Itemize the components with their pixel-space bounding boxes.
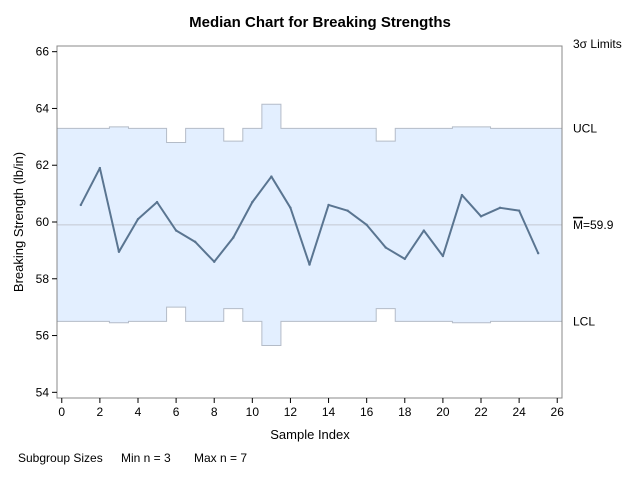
y-tick-label: 66 <box>36 45 50 59</box>
x-tick-label: 24 <box>512 405 526 419</box>
x-tick-label: 20 <box>436 405 450 419</box>
x-tick-label: 22 <box>474 405 488 419</box>
data-point <box>98 166 102 170</box>
data-point <box>308 263 311 266</box>
x-tick-label: 6 <box>173 405 180 419</box>
x-tick-label: 12 <box>284 405 298 419</box>
data-point <box>498 206 502 210</box>
limits-label: 3σ Limits <box>573 37 622 51</box>
data-point <box>79 203 83 207</box>
plot-area: 0 2 4 6 8 10 12 14 16 18 20 22 24 2654565860626466UCL… <box>36 45 614 419</box>
x-axis-label: Sample Index <box>270 427 350 442</box>
x-tick-label: 0 <box>58 405 65 419</box>
data-point <box>117 250 121 254</box>
y-tick-label: 64 <box>36 101 50 115</box>
subgroup-sizes-label: Subgroup Sizes <box>18 451 103 465</box>
data-point <box>536 252 540 255</box>
data-point <box>193 240 197 244</box>
data-point <box>213 260 216 263</box>
x-tick-label: 14 <box>322 405 336 419</box>
x-tick-label: 26 <box>551 405 565 419</box>
data-point <box>403 257 406 261</box>
data-point <box>384 246 387 249</box>
data-point <box>422 229 426 232</box>
data-point <box>441 254 445 258</box>
x-tick-label: 10 <box>246 405 260 419</box>
y-tick-label: 58 <box>36 272 50 286</box>
data-point <box>517 209 521 212</box>
ucl-line <box>57 103 562 144</box>
lcl-line <box>57 306 562 346</box>
x-tick-label: 2 <box>97 405 104 419</box>
center-label: M=59.9 <box>573 218 614 232</box>
data-point <box>327 203 330 207</box>
data-point <box>174 229 178 232</box>
min-n-label: Min n = 3 <box>121 451 171 465</box>
data-point <box>251 200 254 204</box>
ucl-label: UCL <box>573 121 597 135</box>
x-tick-label: 16 <box>360 405 374 419</box>
center-symbol: M <box>573 218 583 232</box>
data-point <box>270 175 273 178</box>
y-tick-label: 54 <box>36 385 50 399</box>
y-tick-label: 56 <box>36 329 50 343</box>
data-point <box>136 217 140 221</box>
data-point <box>460 193 464 197</box>
y-axis-label: Breaking Strength (lb/in) <box>11 152 26 292</box>
data-point <box>232 236 235 239</box>
data-point <box>479 215 483 218</box>
chart-title: Median Chart for Breaking Strengths <box>189 14 451 31</box>
data-point <box>289 206 292 210</box>
x-tick-label: 18 <box>398 405 412 419</box>
y-tick-label: 60 <box>36 215 50 229</box>
x-tick-label: 8 <box>211 405 218 419</box>
data-point <box>155 200 159 204</box>
x-tick-label: 4 <box>135 405 142 419</box>
max-n-label: Max n = 7 <box>194 451 247 465</box>
center-value: =59.9 <box>583 218 614 232</box>
y-tick-label: 62 <box>36 158 50 172</box>
lcl-label: LCL <box>573 314 595 328</box>
data-point <box>365 223 368 227</box>
data-point <box>346 209 349 212</box>
